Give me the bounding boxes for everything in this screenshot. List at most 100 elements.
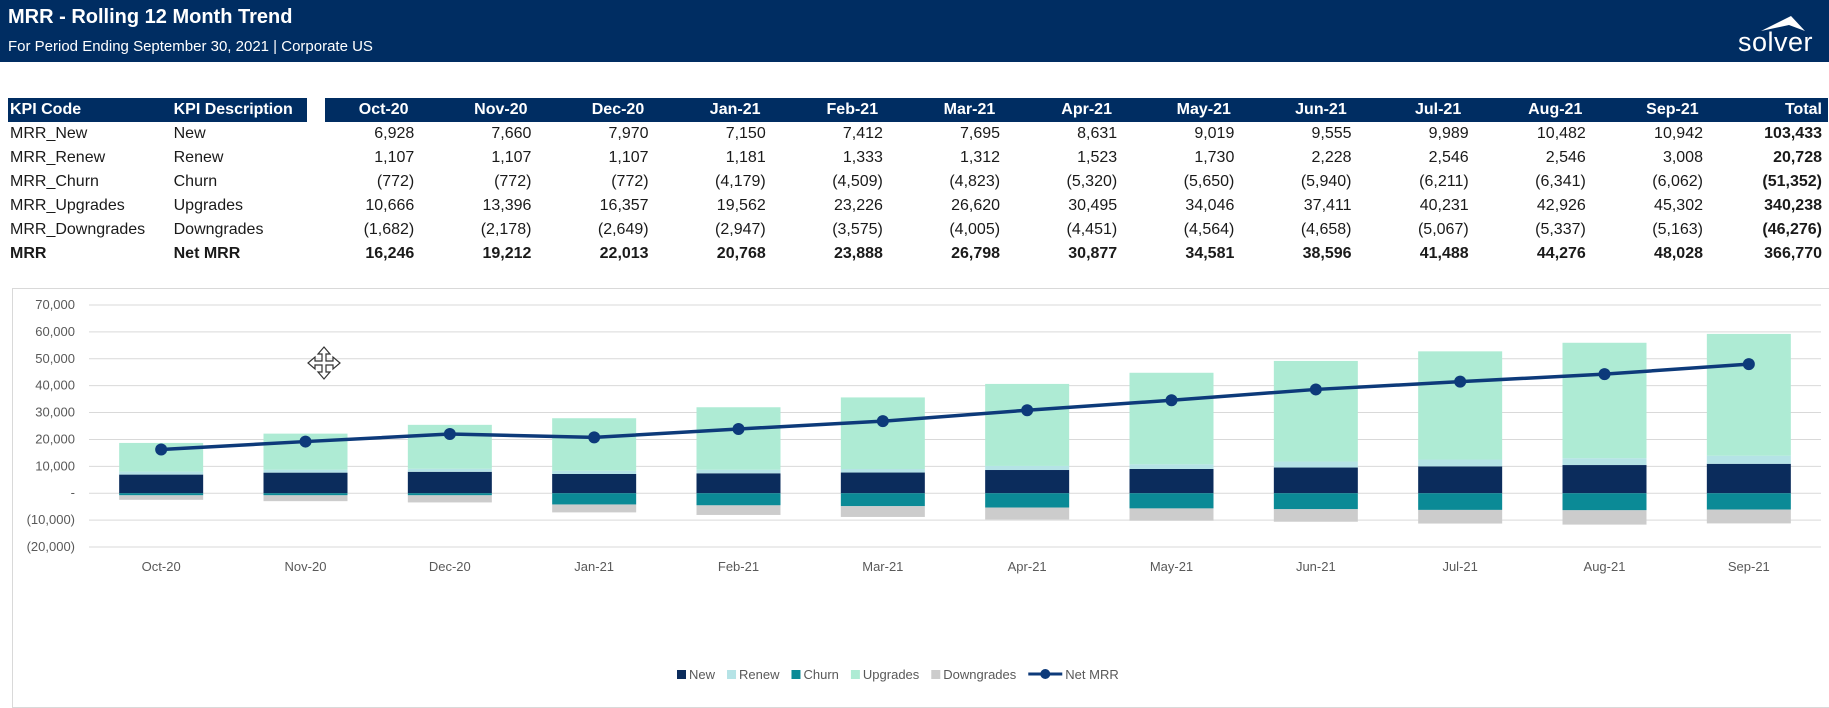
- y-tick-label: 20,000: [35, 431, 75, 446]
- total-cell: (51,352): [1762, 173, 1822, 190]
- bar-downgrades: [840, 506, 925, 517]
- legend-label: Renew: [739, 667, 780, 682]
- x-tick-label: Mar-21: [862, 559, 903, 574]
- bar-churn: [1562, 493, 1647, 511]
- y-tick-label: 30,000: [35, 405, 75, 420]
- bar-new: [985, 470, 1070, 494]
- col-header-kpi-description: KPI Description: [171, 98, 307, 122]
- legend-marker-net-mrr: [1040, 669, 1051, 679]
- y-tick-label: (10,000): [27, 512, 75, 527]
- bar-churn: [1273, 493, 1358, 510]
- value-cell: 16,357: [599, 197, 649, 214]
- bar-new: [696, 473, 781, 494]
- value-cell: 2,546: [1428, 149, 1469, 166]
- x-tick-label: May-21: [1150, 559, 1193, 574]
- value-cell: 34,581: [1185, 245, 1235, 262]
- report-subtitle: For Period Ending September 30, 2021 | C…: [8, 38, 373, 55]
- col-header-month: Jan-21: [676, 98, 794, 122]
- value-cell: 1,730: [1194, 149, 1235, 166]
- kpi-code-cell: MRR_Downgrades: [10, 221, 146, 238]
- table-row: MRR_Churn Churn (772) (772) (772) (4,179) (4,5…: [8, 170, 1828, 194]
- value-cell: (772): [494, 173, 532, 190]
- value-cell: 20,768: [716, 245, 766, 262]
- bar-new: [1418, 466, 1503, 494]
- bar-new: [1562, 465, 1647, 494]
- net-mrr-point: [1742, 358, 1755, 371]
- bar-renew: [407, 468, 492, 472]
- row-gap: [307, 218, 325, 242]
- mrr-chart[interactable]: 70,000 60,000 50,000 40,000 30,000 20,000 10,0…: [12, 288, 1829, 708]
- y-tick-label: 60,000: [35, 324, 75, 339]
- col-header-month: Apr-21: [1028, 98, 1146, 122]
- y-tick-label: 40,000: [35, 378, 75, 393]
- value-cell: (5,337): [1535, 221, 1586, 238]
- col-header-month: Jul-21: [1379, 98, 1497, 122]
- value-cell: (772): [376, 173, 415, 190]
- x-tick-label: Nov-20: [285, 559, 327, 574]
- bar-churn: [552, 493, 637, 505]
- bar-downgrades: [263, 495, 348, 502]
- bar-downgrades: [552, 504, 637, 513]
- value-cell: 23,226: [833, 197, 883, 214]
- bar-renew: [840, 469, 925, 473]
- net-mrr-point: [299, 435, 312, 448]
- value-cell: 7,695: [960, 125, 1001, 142]
- bar-upgrades: [985, 383, 1070, 466]
- legend-label: Churn: [803, 667, 838, 682]
- bar-renew: [263, 469, 348, 473]
- kpi-code-cell: MRR_Renew: [10, 149, 106, 166]
- value-cell: 19,212: [482, 245, 532, 262]
- col-header-month: Mar-21: [910, 98, 1029, 122]
- value-cell: (6,211): [1419, 173, 1469, 190]
- col-header-month: Feb-21: [793, 98, 911, 122]
- value-cell: (2,649): [597, 221, 649, 238]
- net-mrr-line: [161, 362, 1749, 452]
- bar-churn: [696, 493, 781, 506]
- col-header-month: Dec-20: [559, 98, 677, 122]
- legend-label: New: [689, 667, 716, 682]
- col-header-total: Total: [1730, 98, 1828, 122]
- bar-churn: [263, 493, 348, 496]
- table-row: MRR_New New 6,928 7,660 7,970 7,150 7,412 7,695…: [8, 122, 1828, 146]
- y-tick-label: 10,000: [35, 458, 75, 473]
- value-cell: (4,509): [832, 173, 883, 190]
- value-cell: (772): [611, 173, 649, 190]
- value-cell: 45,302: [1654, 197, 1703, 214]
- bar-renew: [552, 470, 637, 474]
- x-tick-label: Sep-21: [1728, 559, 1770, 574]
- report-header: MRR - Rolling 12 Month Trend For Period …: [0, 0, 1829, 62]
- total-cell: 340,238: [1764, 197, 1822, 214]
- bar-new: [263, 472, 348, 494]
- value-cell: (4,658): [1300, 221, 1352, 238]
- value-cell: 1,312: [960, 149, 1001, 166]
- header-gap: [306, 98, 326, 122]
- col-header-month: Oct-20: [325, 98, 443, 122]
- value-cell: (5,163): [1652, 221, 1703, 238]
- col-header-month: May-21: [1145, 98, 1263, 122]
- value-cell: 6,928: [374, 125, 415, 142]
- value-cell: 19,562: [716, 197, 766, 214]
- total-cell: (46,276): [1762, 221, 1822, 238]
- bar-upgrades: [1129, 372, 1214, 465]
- col-header-month: Aug-21: [1496, 98, 1614, 122]
- total-cell: 103,433: [1764, 125, 1822, 142]
- col-header-month: Jun-21: [1262, 98, 1380, 122]
- bar-churn: [1129, 493, 1214, 509]
- row-gap: [307, 242, 325, 266]
- value-cell: (1,682): [363, 221, 415, 238]
- table-row: MRR Net MRR 16,246 19,212 22,013 20,768 23,888…: [8, 242, 1828, 266]
- table-row: MRR_Renew Renew 1,107 1,107 1,107 1,181 1,333 1…: [8, 146, 1828, 170]
- bar-downgrades: [1273, 509, 1358, 522]
- col-header-kpi-code: KPI Code: [8, 98, 172, 122]
- bar-new: [1129, 468, 1214, 494]
- value-cell: 26,798: [951, 245, 1001, 262]
- x-tick-label: Aug-21: [1584, 559, 1626, 574]
- move-cursor-icon: [307, 346, 341, 380]
- x-tick-label: Jan-21: [574, 559, 614, 574]
- bar-upgrades: [1273, 360, 1358, 462]
- net-mrr-point: [1598, 368, 1611, 381]
- bar-renew: [1273, 461, 1358, 468]
- bar-renew: [1129, 464, 1214, 469]
- table-header-row: KPI Code KPI Description Oct-20 Nov-20 Dec…: [8, 98, 1828, 122]
- legend-label: Upgrades: [863, 667, 920, 682]
